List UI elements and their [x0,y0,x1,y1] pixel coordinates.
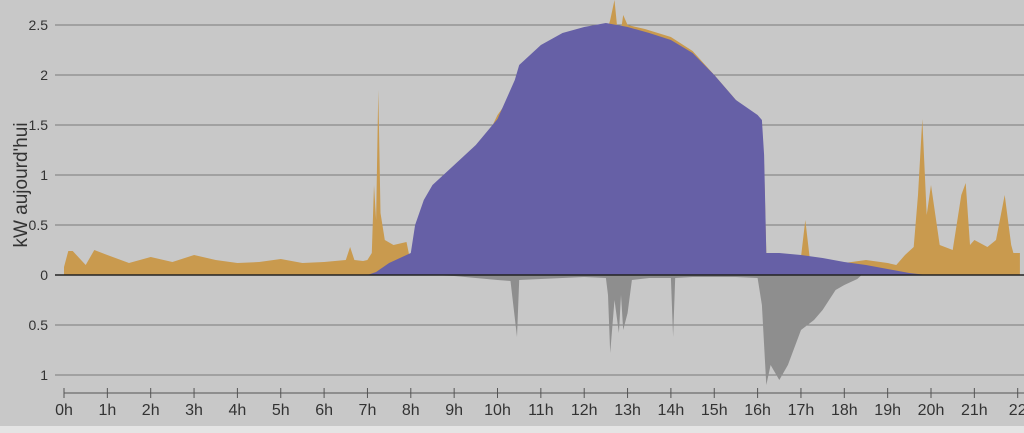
x-tick-label: 22 [1009,402,1024,419]
x-tick-label: 8h [402,402,420,419]
x-tick-label: 18h [831,402,858,419]
x-tick-label: 3h [185,402,203,419]
x-tick-label: 10h [484,402,511,419]
series-export-area [432,275,862,385]
x-tick-label: 7h [359,402,377,419]
bottom-strip [0,426,1024,433]
y-tick-label: 0.5 [29,217,49,233]
x-tick-label: 14h [658,402,685,419]
x-tick-label: 6h [315,402,333,419]
x-tick-label: 19h [874,402,901,419]
x-tick-label: 4h [229,402,247,419]
y-tick-label: 0.5 [29,317,49,333]
series-production-area [367,23,927,275]
x-tick-label: 16h [744,402,771,419]
x-tick-label: 0h [55,402,73,419]
x-tick-label: 5h [272,402,290,419]
y-tick-label: 2.5 [29,17,49,33]
x-tick-label: 21h [961,402,988,419]
x-tick-label: 15h [701,402,728,419]
y-tick-label: 1 [40,167,48,183]
x-tick-label: 17h [788,402,815,419]
x-tick-label: 12h [571,402,598,419]
x-tick-label: 13h [614,402,641,419]
y-tick-label: 0 [40,267,48,283]
x-tick-label: 1h [98,402,116,419]
x-tick-label: 2h [142,402,160,419]
y-tick-label: 1 [40,367,48,383]
y-tick-label: 2 [40,67,48,83]
x-tick-label: 11h [528,402,554,419]
y-tick-label: 1.5 [29,117,49,133]
x-tick-label: 9h [445,402,463,419]
x-tick-label: 20h [918,402,945,419]
